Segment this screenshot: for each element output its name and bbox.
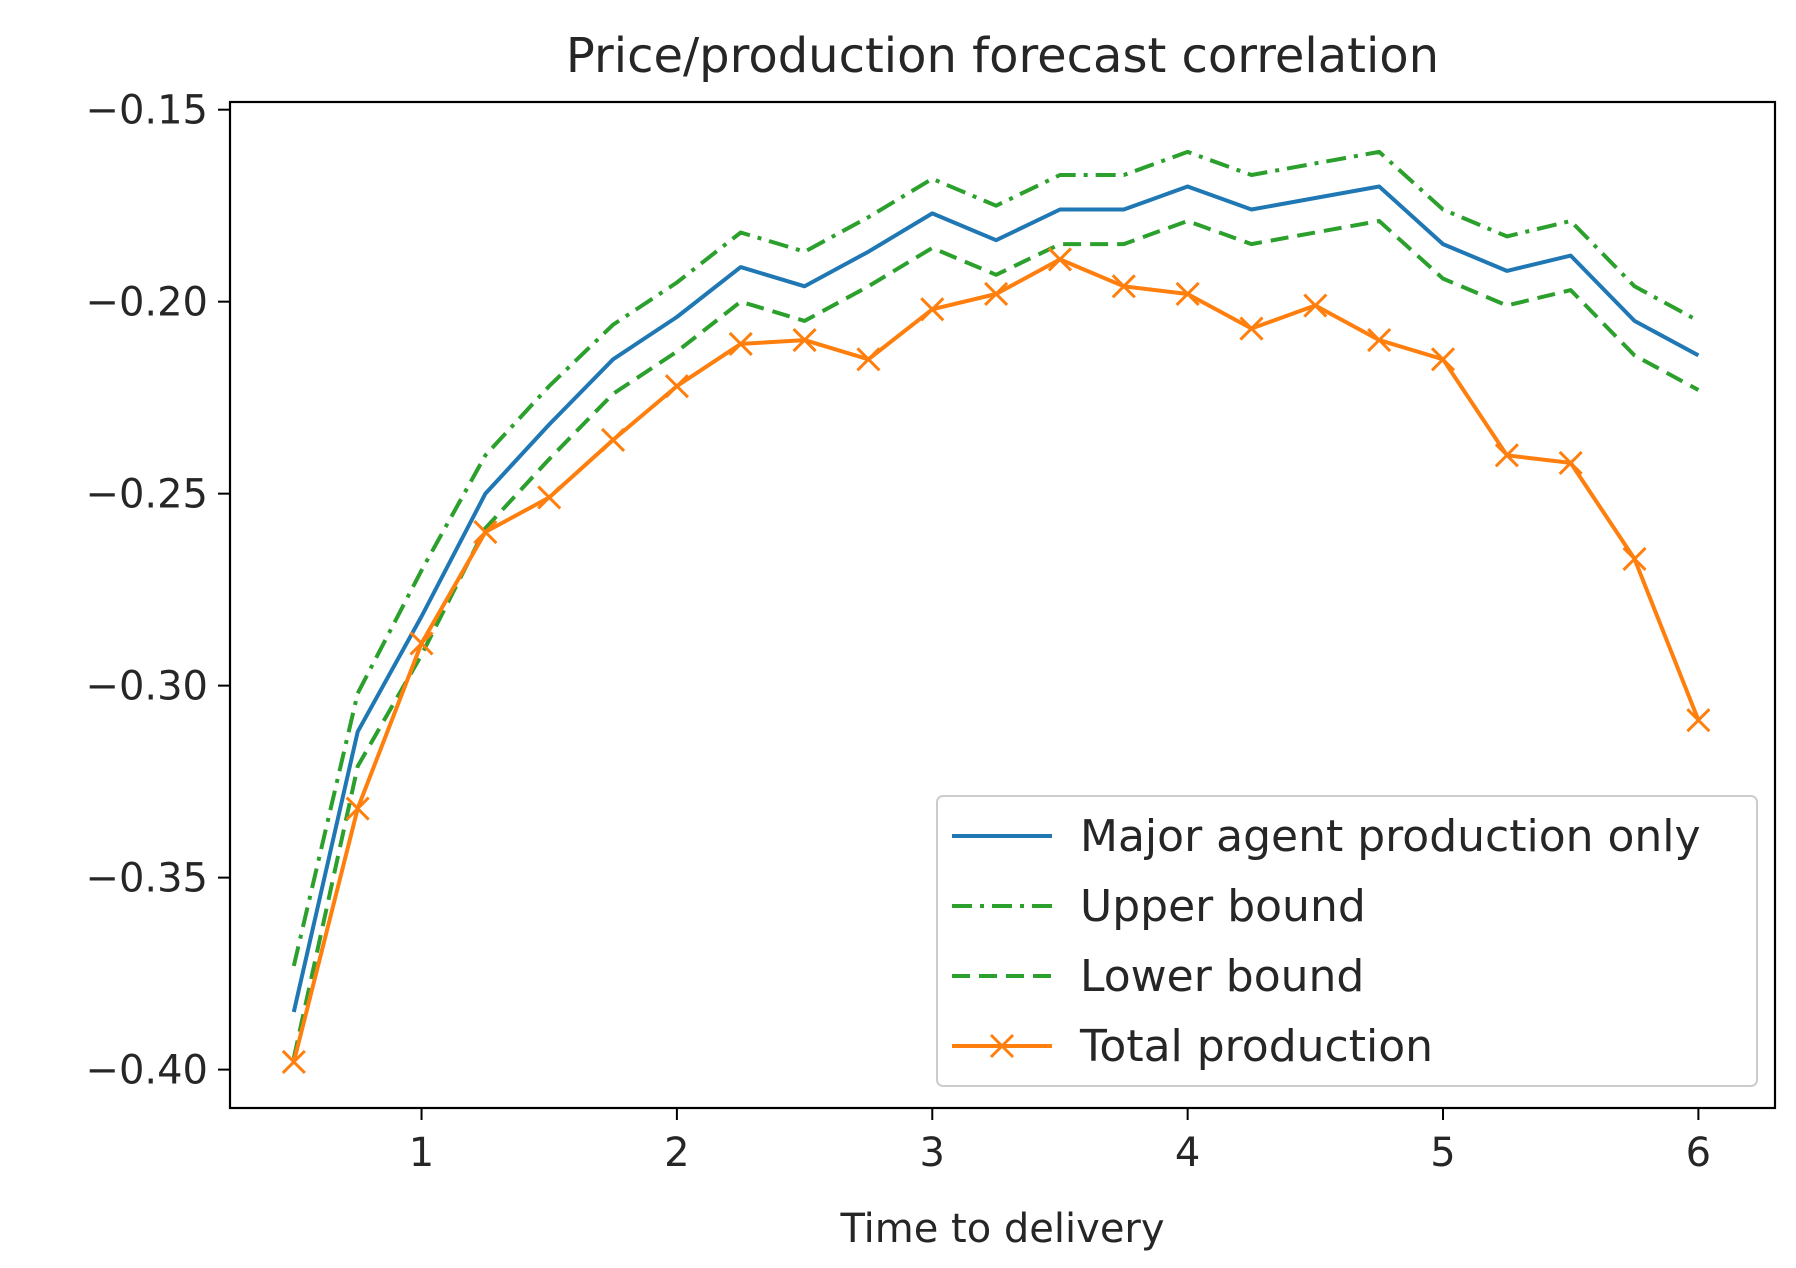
x-tick-label: 4 (1175, 1130, 1200, 1176)
legend-label: Major agent production only (1080, 811, 1701, 862)
data-point-marker (1175, 281, 1200, 307)
data-point-marker (1111, 274, 1136, 299)
y-tick-label: −0.35 (85, 856, 208, 902)
data-point-marker (664, 374, 689, 399)
y-tick-label: −0.30 (85, 664, 208, 710)
data-point-marker (920, 297, 945, 322)
series-line-lower-bound (291, 219, 1700, 1059)
data-point-marker (792, 328, 817, 353)
data-point-marker (1239, 316, 1264, 341)
data-point-marker (409, 631, 434, 656)
data-point-marker (600, 427, 626, 452)
series-line-major-agent-production-only (291, 184, 1700, 1013)
data-point-marker (1303, 293, 1328, 318)
y-axis: −0.15 −0.20 −0.25 −0.30 −0.35 −0.40 (85, 88, 230, 1094)
data-point-marker (1686, 708, 1711, 733)
data-point-marker (281, 1049, 306, 1074)
data-point-marker (1367, 328, 1392, 353)
chart-title: Price/production forecast correlation (566, 28, 1439, 84)
plot-frame (228, 100, 1777, 1110)
series-line-upper-bound (291, 149, 1700, 967)
data-point-marker (1047, 247, 1073, 272)
legend: Major agent production only Upper bound Lo… (936, 795, 1758, 1087)
x-tick-label: 6 (1686, 1130, 1711, 1176)
y-tick-label: −0.25 (85, 472, 208, 518)
legend-marker (989, 1033, 1015, 1059)
legend-label: Upper bound (1080, 881, 1366, 932)
x-tick-label: 5 (1430, 1130, 1455, 1176)
y-tick-label: −0.20 (85, 280, 208, 326)
y-tick-label: −0.40 (85, 1048, 208, 1094)
data-point-marker (1430, 347, 1456, 372)
data-point-marker (473, 519, 498, 545)
data-point-marker (1558, 450, 1583, 475)
x-axis-label: Time to delivery (839, 1206, 1164, 1252)
plot-marks (281, 149, 1711, 1074)
data-point-marker (1622, 546, 1647, 571)
data-point-marker (345, 796, 370, 821)
data-point-marker (1494, 443, 1519, 468)
legend-label: Lower bound (1080, 951, 1364, 1002)
y-tick-label: −0.15 (85, 88, 208, 134)
data-point-marker (984, 281, 1009, 307)
x-tick-label: 3 (920, 1130, 945, 1176)
x-tick-label: 1 (409, 1130, 434, 1176)
data-point-marker (537, 485, 562, 510)
legend-label: Total production (1079, 1021, 1433, 1072)
data-point-marker (856, 347, 881, 372)
x-axis: 1 2 3 4 5 6 (409, 1108, 1711, 1176)
legend-box (936, 795, 1758, 1087)
data-point-marker (728, 331, 753, 356)
x-tick-label: 2 (664, 1130, 689, 1176)
